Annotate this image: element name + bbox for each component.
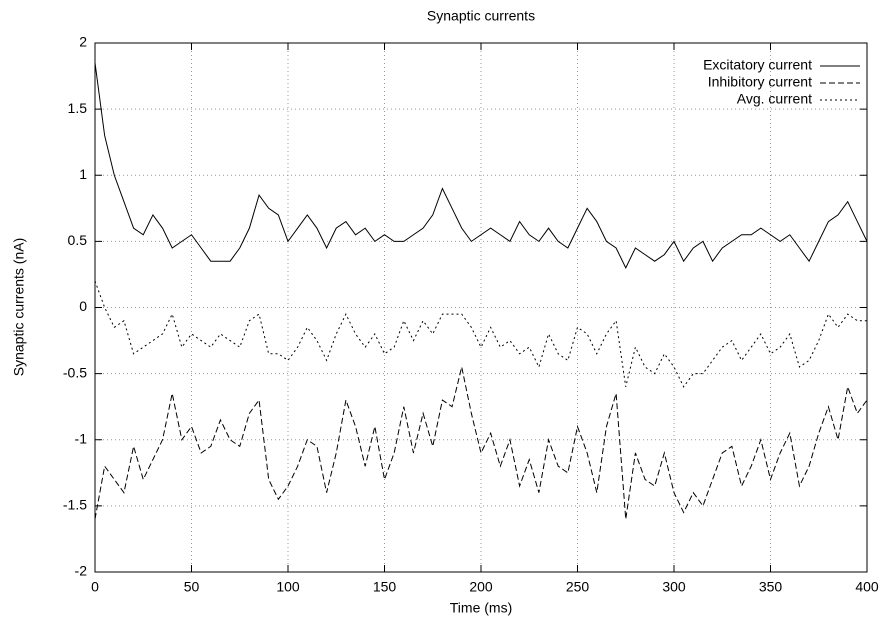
y-tick-label: -1 <box>75 430 88 446</box>
x-tick-label: 0 <box>91 579 99 595</box>
x-tick-label: 200 <box>469 579 493 595</box>
y-tick-label: 1.5 <box>68 100 88 116</box>
x-tick-label: 150 <box>373 579 397 595</box>
y-tick-label: 0.5 <box>68 232 88 248</box>
y-tick-label: 1 <box>79 166 87 182</box>
x-tick-label: 400 <box>855 579 879 595</box>
x-tick-label: 350 <box>759 579 783 595</box>
y-tick-label: 2 <box>79 34 87 50</box>
y-tick-label: -1.5 <box>63 497 87 513</box>
series-line <box>94 280 867 388</box>
x-tick-label: 300 <box>662 579 686 595</box>
y-tick-label: -2 <box>75 563 88 579</box>
legend-label: Excitatory current <box>703 57 812 73</box>
y-axis-label: Synaptic currents (nA) <box>11 238 27 377</box>
series-line <box>94 62 868 269</box>
legend-label: Inhibitory current <box>708 74 812 90</box>
y-tick-label: -0.5 <box>63 364 87 380</box>
series-line <box>94 366 868 520</box>
x-tick-label: 50 <box>184 579 200 595</box>
legend-label: Avg. current <box>737 91 812 107</box>
y-tick-label: 0 <box>79 298 87 314</box>
x-axis-label: Time (ms) <box>450 600 512 616</box>
plot-frame <box>94 42 868 573</box>
x-tick-label: 250 <box>566 579 590 595</box>
chart-title: Synaptic currents <box>427 8 535 24</box>
x-tick-label: 100 <box>276 579 300 595</box>
